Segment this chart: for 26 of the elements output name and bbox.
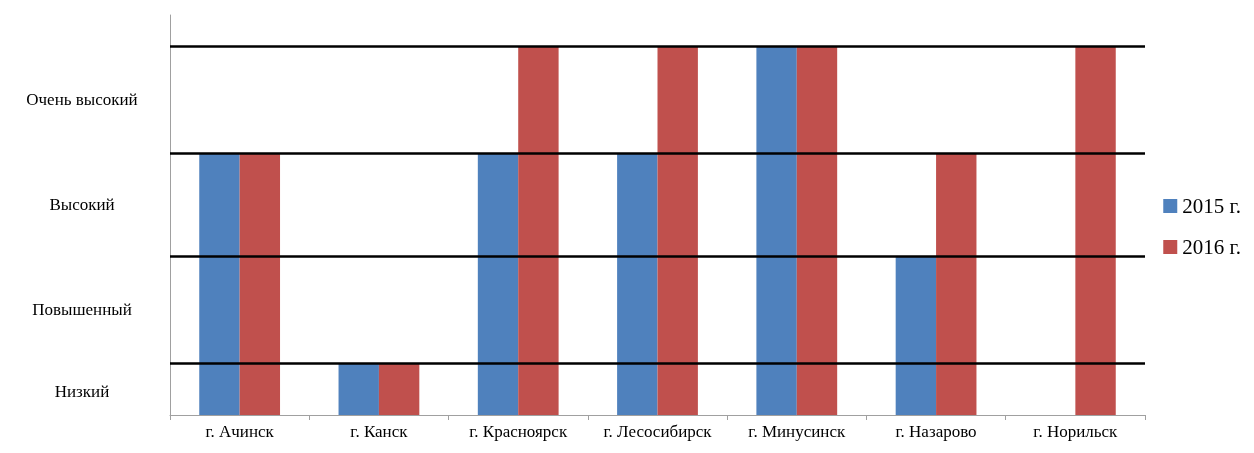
x-tick-label: г. Норильск bbox=[1033, 422, 1119, 441]
text: Повышенный bbox=[32, 300, 132, 320]
bar bbox=[199, 153, 240, 415]
text: Низкий bbox=[54, 382, 110, 402]
x-tick-label: г. Назарово bbox=[895, 422, 977, 441]
bar bbox=[1075, 46, 1116, 415]
x-tick-label: г. Лесосибирск bbox=[603, 422, 713, 441]
bar bbox=[477, 153, 519, 415]
bar bbox=[796, 46, 838, 415]
text: Очень высокий bbox=[26, 90, 138, 110]
x-tick-label: г. Минусинск bbox=[748, 422, 846, 441]
legend-label: 2015 г. bbox=[1182, 194, 1242, 218]
bar bbox=[756, 46, 797, 415]
bar bbox=[378, 363, 420, 415]
text: Высокий bbox=[49, 195, 115, 215]
legend-label: 2016 г. bbox=[1182, 235, 1242, 259]
bar bbox=[338, 363, 379, 415]
x-tick-label: г. Канск bbox=[350, 422, 409, 441]
bar bbox=[617, 153, 658, 415]
x-tick-label: г. Красноярск bbox=[469, 422, 568, 441]
bar bbox=[936, 153, 977, 415]
bar bbox=[239, 153, 281, 415]
bar bbox=[518, 46, 559, 415]
bar bbox=[657, 46, 698, 415]
bar bbox=[895, 256, 937, 415]
x-tick-label: г. Ачинск bbox=[205, 422, 275, 441]
